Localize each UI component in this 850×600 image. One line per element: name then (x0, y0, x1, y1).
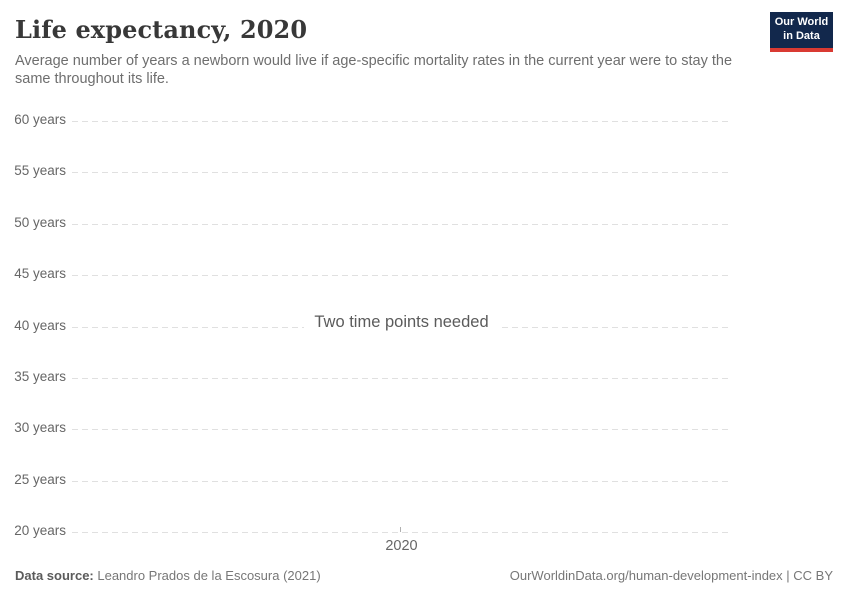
x-axis-tick-label: 2020 (385, 538, 418, 554)
gridline (72, 224, 731, 225)
y-axis-tick-label: 20 years (14, 523, 66, 538)
gridline (72, 532, 731, 533)
owid-logo-line2: in Data (783, 30, 820, 42)
owid-logo-line1: Our World (774, 16, 829, 29)
y-axis-tick-label: 60 years (14, 112, 66, 127)
y-axis-tick-label: 35 years (14, 369, 66, 384)
empty-chart-message-text: Two time points needed (304, 311, 499, 334)
gridline (72, 429, 731, 430)
gridline (72, 378, 731, 379)
gridline (72, 481, 731, 482)
y-axis-tick-label: 40 years (14, 318, 66, 333)
y-axis-tick-label: 50 years (14, 215, 66, 230)
x-axis-tick-mark (400, 527, 401, 532)
empty-chart-message: Two time points needed (72, 311, 731, 334)
data-source-note: Data source: Leandro Prados de la Escosu… (15, 568, 321, 583)
credit-link[interactable]: OurWorldinData.org/human-development-ind… (509, 568, 833, 583)
data-source-value: Leandro Prados de la Escosura (2021) (93, 568, 321, 583)
gridline (72, 172, 731, 173)
y-axis-tick-label: 45 years (14, 266, 66, 281)
y-axis-tick-label: 30 years (14, 420, 66, 435)
chart-subtitle: Average number of years a newborn would … (15, 53, 733, 87)
y-axis-tick-label: 55 years (14, 163, 66, 178)
owid-logo: Our World in Data (770, 12, 833, 52)
page-title: Life expectancy, 2020 (15, 15, 308, 44)
gridline (72, 275, 731, 276)
y-axis-tick-label: 25 years (14, 472, 66, 487)
gridline (72, 121, 731, 122)
data-source-label: Data source: (15, 568, 94, 583)
chart-footer: Data source: Leandro Prados de la Escosu… (15, 568, 833, 583)
